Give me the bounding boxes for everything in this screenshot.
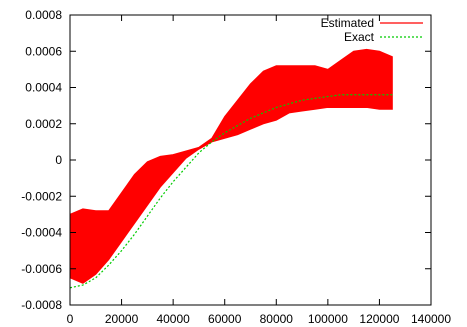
x-tick-label: 40000 (156, 312, 190, 326)
x-tick-label: 120000 (359, 312, 399, 326)
x-tick-label: 60000 (208, 312, 242, 326)
x-tick-label: 100000 (308, 312, 348, 326)
legend-label-exact: Exact (344, 30, 375, 44)
y-tick-label: -0.0006 (21, 262, 62, 276)
x-tick-label: 140000 (411, 312, 451, 326)
y-tick-label: -0.0008 (21, 298, 62, 312)
plot-layer (69, 48, 393, 289)
y-tick-label: -0.0002 (21, 189, 62, 203)
y-tick-label: 0 (55, 153, 62, 167)
y-tick-label: -0.0004 (21, 226, 62, 240)
y-tick-label: 0.0006 (25, 44, 62, 58)
x-tick-label: 20000 (105, 312, 139, 326)
series-band-estimated (69, 48, 393, 284)
legend-label-estimated: Estimated (321, 16, 374, 30)
x-tick-label: 0 (67, 312, 74, 326)
series-line-exact (69, 94, 393, 289)
y-tick-label: 0.0008 (25, 8, 62, 22)
x-tick-label: 80000 (260, 312, 294, 326)
y-tick-label: 0.0002 (25, 117, 62, 131)
ticks-layer: 0 20000 40000 60000 80000 100000 120000 140000 -… (21, 8, 451, 326)
y-tick-label: 0.0004 (25, 81, 62, 95)
